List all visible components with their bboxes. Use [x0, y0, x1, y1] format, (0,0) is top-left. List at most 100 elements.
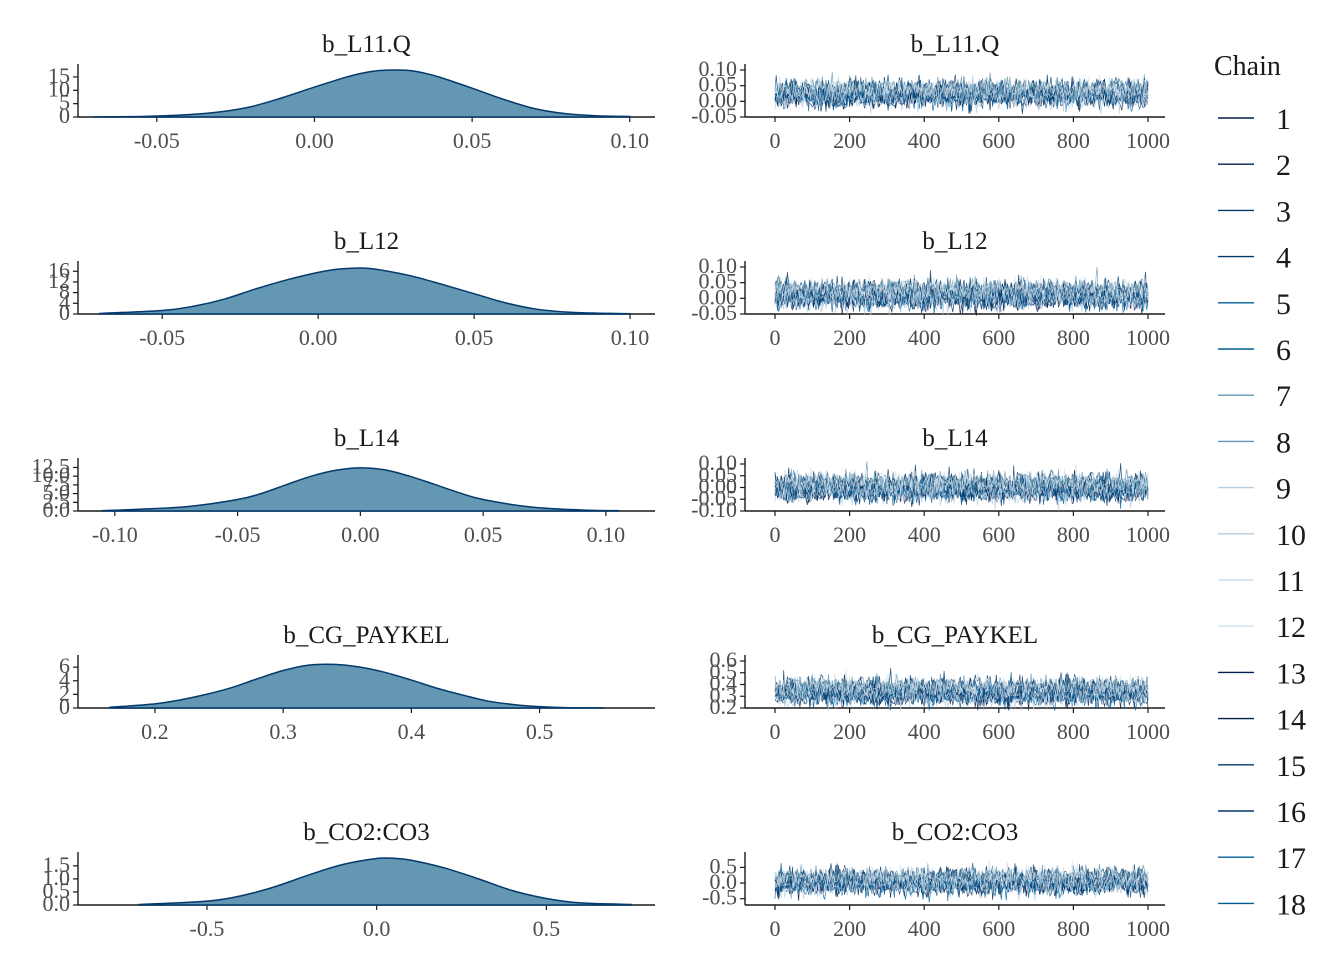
- y-tick-label: 0.00: [699, 87, 738, 112]
- x-tick-label: -0.05: [139, 325, 185, 350]
- x-tick-label: 0.05: [455, 325, 494, 350]
- chain-trace-line: [774, 477, 1149, 510]
- y-tick-label: 15: [48, 63, 70, 88]
- y-tick-label: 0: [59, 103, 70, 128]
- chain-trace-line: [774, 681, 1149, 711]
- x-tick-label: 400: [908, 128, 941, 153]
- y-tick-label: 0: [59, 694, 70, 719]
- chain-trace-line: [774, 868, 1149, 900]
- x-tick-label: 800: [1057, 128, 1090, 153]
- y-tick-label: 0.5: [43, 878, 71, 903]
- x-tick-label: 200: [833, 325, 866, 350]
- y-tick-label: 7.5: [43, 471, 71, 496]
- panel-title: b_L14: [334, 425, 400, 452]
- x-tick-label: 0.00: [299, 325, 338, 350]
- legend-label: 3: [1276, 195, 1291, 228]
- x-tick-label: 1000: [1126, 916, 1170, 941]
- legend-label: 12: [1276, 611, 1306, 644]
- y-tick-label: 1.0: [43, 865, 71, 890]
- y-tick-label: -0.10: [691, 497, 737, 522]
- y-tick-label: 0.05: [699, 72, 738, 97]
- legend-label: 10: [1276, 519, 1306, 552]
- y-tick-label: 6: [59, 653, 70, 678]
- x-tick-label: 0.10: [611, 325, 650, 350]
- x-tick-label: 1000: [1126, 325, 1170, 350]
- x-tick-label: 600: [982, 522, 1015, 547]
- chain-trace-line: [774, 680, 1149, 711]
- x-tick-label: 0.2: [141, 719, 169, 744]
- x-tick-label: 0.05: [453, 128, 492, 153]
- x-tick-label: 200: [833, 522, 866, 547]
- density-area: [101, 467, 619, 512]
- x-tick-label: 800: [1057, 522, 1090, 547]
- chain-trace-line: [774, 468, 1149, 503]
- trace-panel-1: b_L11.Q -0.050.000.050.10 0 200 400 600 800 100…: [691, 31, 1170, 153]
- panel-title: b_L12: [922, 228, 987, 255]
- chain-trace-line: [775, 464, 1149, 499]
- x-tick-label: 0.00: [295, 128, 334, 153]
- legend-label: 2: [1276, 149, 1291, 182]
- chain-trace-line: [774, 82, 1149, 114]
- x-tick-label: 0.5: [526, 719, 554, 744]
- y-tick-label: 0.0: [43, 891, 71, 916]
- y-tick-label: 5.0: [43, 480, 71, 505]
- panel-title: b_L12: [334, 228, 399, 255]
- x-tick-label: 600: [982, 325, 1015, 350]
- x-tick-label: 0.5: [533, 916, 561, 941]
- y-tick-label: 5: [59, 90, 70, 115]
- legend-label: 6: [1276, 334, 1291, 367]
- trace-panel-4: b_CG_PAYKEL 0.20.30.40.50.6 0 200 400 600 800 1…: [710, 622, 1171, 744]
- x-tick-label: 400: [908, 325, 941, 350]
- chain-trace-line: [774, 83, 1149, 114]
- chain-trace-line: [774, 669, 1149, 702]
- x-tick-label: -0.5: [190, 916, 225, 941]
- legend-label: 18: [1276, 888, 1306, 921]
- y-tick-label: 10.0: [32, 462, 71, 487]
- x-tick-label: 0.3: [269, 719, 297, 744]
- y-tick-label: 0.00: [699, 284, 738, 309]
- legend-label: 11: [1276, 565, 1305, 598]
- panel-title: b_CG_PAYKEL: [283, 622, 449, 649]
- x-tick-label: 0: [770, 325, 781, 350]
- chain-trace-line: [774, 275, 1149, 309]
- x-tick-label: 200: [833, 916, 866, 941]
- panel-title: b_L11.Q: [911, 31, 1000, 58]
- x-tick-label: 0.10: [611, 128, 650, 153]
- legend-label: 4: [1276, 242, 1291, 275]
- legend-title: Chain: [1214, 51, 1281, 82]
- y-tick-label: 4: [59, 289, 70, 314]
- y-tick-label: 0.6: [710, 647, 738, 672]
- y-tick-label: 0.00: [699, 474, 738, 499]
- y-tick-label: 10: [48, 76, 70, 101]
- y-tick-label: 0.5: [710, 659, 738, 684]
- y-tick-label: 4: [59, 667, 70, 692]
- chain-trace-line: [774, 468, 1149, 501]
- x-tick-label: -0.10: [92, 522, 138, 547]
- x-tick-label: 1000: [1126, 128, 1170, 153]
- chain-trace-line: [774, 861, 1149, 893]
- trace-panel-2: b_L12 -0.050.000.050.10 0 200 400 600 800 1000: [691, 228, 1170, 350]
- chain-trace-line: [774, 75, 1149, 107]
- y-tick-label: 0.10: [699, 253, 738, 278]
- x-tick-label: 0: [770, 916, 781, 941]
- x-tick-label: 600: [982, 128, 1015, 153]
- legend-label: 8: [1276, 426, 1291, 459]
- x-tick-label: 200: [833, 128, 866, 153]
- x-tick-label: -0.05: [215, 522, 261, 547]
- x-tick-label: 0.10: [587, 522, 626, 547]
- y-tick-label: -0.05: [691, 103, 737, 128]
- y-tick-label: 0.05: [699, 462, 738, 487]
- legend-label: 14: [1276, 704, 1306, 737]
- y-tick-label: 0.0: [710, 869, 738, 894]
- x-tick-label: 400: [908, 522, 941, 547]
- x-tick-label: 1000: [1126, 719, 1170, 744]
- panel-title: b_L14: [922, 425, 988, 452]
- y-tick-label: 2.5: [43, 488, 71, 513]
- x-tick-label: 800: [1057, 719, 1090, 744]
- x-tick-label: -0.05: [134, 128, 180, 153]
